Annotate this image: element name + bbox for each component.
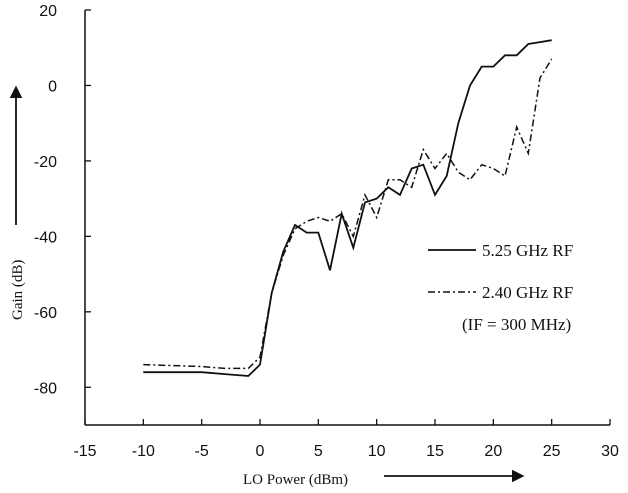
y-tick-label: -40: [34, 229, 57, 246]
legend-label: 5.25 GHz RF: [482, 241, 573, 260]
y-axis-title: Gain (dB): [10, 260, 26, 320]
series-line-2-40ghz: [143, 58, 553, 370]
axis-titles: LO Power (dBm) Gain (dB): [9, 85, 525, 488]
x-tick-label: -10: [132, 443, 155, 460]
x-tick-label: 30: [601, 443, 619, 460]
x-tick-label: 0: [256, 443, 265, 460]
tick-labels: -80 -60 -40 -20 0 20 -15 -10 -5 0 5 10 15 20 25 30: [34, 3, 619, 460]
legend-label: 2.40 GHz RF: [482, 283, 573, 302]
y-tick-label: -20: [34, 154, 57, 171]
x-tick-label: 10: [368, 443, 386, 460]
series-lines: [143, 39, 553, 377]
x-tick-label: 5: [314, 443, 323, 460]
legend-note: (IF = 300 MHz): [462, 315, 571, 334]
y-tick-label: -80: [34, 380, 57, 397]
x-axis-title: LO Power (dBm): [243, 472, 348, 488]
axes: [84, 9, 611, 426]
x-tick-label: 15: [426, 443, 444, 460]
x-tick-label: 20: [484, 443, 502, 460]
x-tick-label: -5: [195, 443, 209, 460]
x-tick-label: -15: [73, 443, 96, 460]
x-tick-label: 25: [543, 443, 561, 460]
y-tick-label: -60: [34, 305, 57, 322]
legend: 5.25 GHz RF 2.40 GHz RF (IF = 300 MHz): [428, 241, 573, 334]
series-line-5-25ghz: [143, 39, 552, 377]
y-tick-label: 20: [39, 3, 57, 20]
y-tick-label: 0: [48, 78, 57, 95]
